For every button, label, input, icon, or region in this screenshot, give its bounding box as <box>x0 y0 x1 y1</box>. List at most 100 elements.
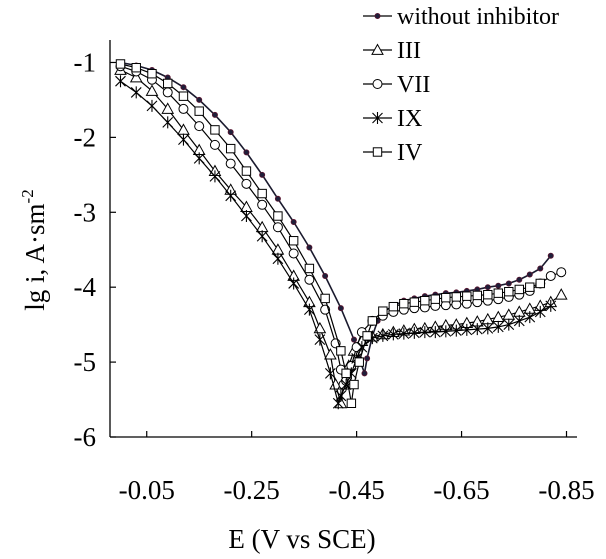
legend-marker <box>372 112 383 124</box>
x-tick-label: -0.85 <box>538 475 594 505</box>
data-point <box>324 367 336 380</box>
legend-marker <box>374 12 381 19</box>
x-tick-label: -0.05 <box>119 475 175 505</box>
data-point <box>441 292 451 303</box>
data-point <box>129 70 143 83</box>
data-point <box>399 298 409 309</box>
data-point <box>332 397 344 410</box>
legend-marker <box>372 147 383 157</box>
data-point <box>349 379 359 390</box>
legend-marker <box>372 79 383 89</box>
data-point <box>320 293 330 304</box>
series-square <box>115 59 545 408</box>
data-point <box>461 323 473 336</box>
data-point <box>514 284 524 295</box>
data-point <box>354 357 364 367</box>
data-point <box>524 311 536 324</box>
data-point <box>288 248 299 259</box>
data-point <box>545 299 557 312</box>
data-point <box>257 199 268 210</box>
data-point <box>556 267 567 278</box>
x-tick-label: -0.65 <box>433 475 489 505</box>
data-point <box>322 272 329 279</box>
data-point <box>336 346 346 356</box>
data-point <box>304 263 315 274</box>
data-point <box>362 331 372 341</box>
data-point <box>288 277 300 290</box>
data-point <box>335 389 347 402</box>
data-point <box>162 116 174 129</box>
data-point <box>288 236 299 246</box>
data-point <box>484 284 491 291</box>
data-point <box>361 370 368 377</box>
y-axis-title-main: lg i, A·sm <box>20 203 50 310</box>
data-point <box>306 244 313 251</box>
data-point <box>225 158 236 169</box>
data-point <box>227 129 234 136</box>
data-point <box>180 84 187 91</box>
data-point <box>256 230 268 243</box>
data-point <box>419 326 431 339</box>
x-tick-label: -0.45 <box>328 475 384 505</box>
data-point <box>337 305 344 312</box>
data-point <box>131 63 141 73</box>
legend-marker <box>371 43 384 55</box>
data-point <box>350 336 357 343</box>
data-point <box>483 289 493 300</box>
data-point <box>178 133 189 146</box>
legend: without inhibitor III VII IX IV <box>363 4 559 166</box>
data-point <box>130 86 142 99</box>
data-point <box>482 322 494 335</box>
data-point <box>545 270 556 281</box>
data-point <box>513 314 525 327</box>
y-axis-title-superscript: -2 <box>18 189 37 203</box>
data-point <box>210 125 220 135</box>
data-point <box>304 274 315 285</box>
series-circle <box>115 61 567 390</box>
x-tick-labels: -0.05 -0.25 -0.45 -0.65 -0.85 <box>119 475 595 505</box>
data-point <box>388 301 399 312</box>
data-point <box>547 252 554 259</box>
data-point <box>505 280 512 287</box>
data-point <box>471 323 483 336</box>
y-tick-labels: -1 -2 -3 -4 -5 -6 <box>74 47 97 452</box>
data-point <box>209 139 220 150</box>
y-tick-label: -2 <box>74 122 97 152</box>
data-point <box>377 329 389 342</box>
data-point <box>387 328 399 341</box>
y-tick-label: -5 <box>74 347 97 377</box>
data-point <box>274 195 281 202</box>
data-point <box>178 103 189 114</box>
data-point <box>346 398 357 408</box>
data-point <box>516 276 523 283</box>
y-tick-label: -1 <box>74 47 97 77</box>
data-point <box>451 292 462 302</box>
data-point <box>163 78 173 89</box>
data-point <box>364 355 371 362</box>
data-point <box>115 75 126 88</box>
data-point <box>225 143 236 154</box>
data-point <box>194 106 204 116</box>
y-tick-label: -3 <box>74 197 97 227</box>
data-point <box>178 91 189 101</box>
legend-label: III <box>397 38 421 64</box>
data-point <box>273 211 283 221</box>
data-point <box>495 282 502 289</box>
data-point <box>162 87 173 98</box>
legend-label: without inhibitor <box>397 4 559 30</box>
axes <box>109 40 577 438</box>
data-point <box>525 282 535 292</box>
data-point <box>378 306 388 316</box>
legend-label: IV <box>397 140 423 166</box>
data-point <box>161 102 175 114</box>
data-point <box>225 189 237 202</box>
data-point <box>493 288 503 298</box>
data-point <box>209 170 221 183</box>
data-point <box>341 368 351 379</box>
data-point <box>147 69 157 79</box>
series-line <box>120 65 562 387</box>
data-point <box>290 219 297 226</box>
data-point <box>440 325 452 338</box>
y-tick-label: -6 <box>74 422 97 452</box>
legend-label: IX <box>397 106 422 132</box>
